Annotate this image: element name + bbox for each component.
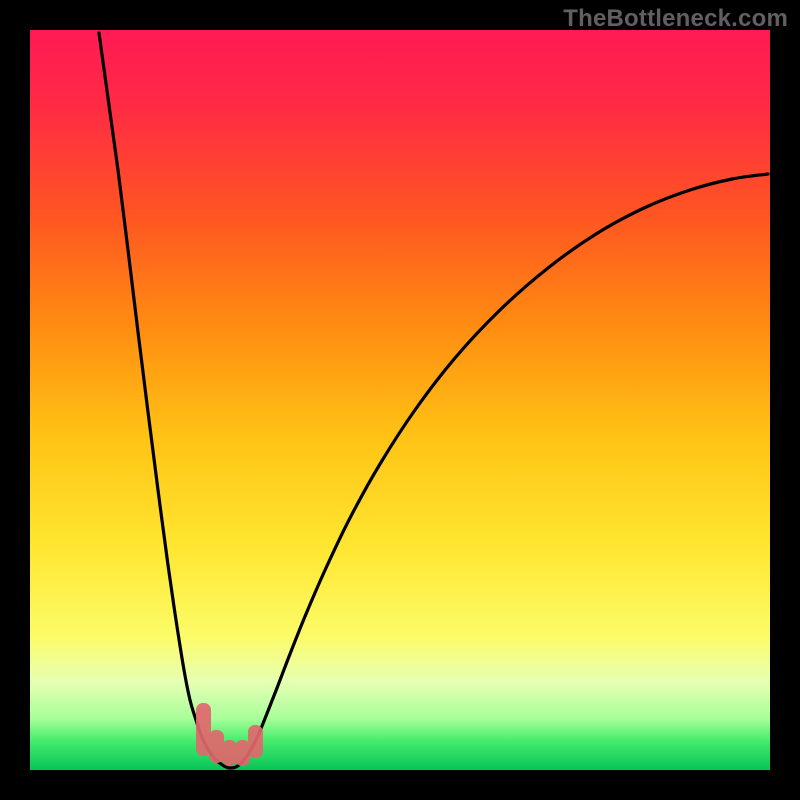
trough-marker-3 <box>235 740 250 766</box>
trough-marker-2 <box>222 740 237 766</box>
trough-marker-4 <box>248 725 263 758</box>
chart-svg <box>0 0 800 800</box>
trough-marker-0 <box>196 703 211 756</box>
trough-marker-1 <box>209 730 224 763</box>
plot-background <box>30 30 770 770</box>
chart-wrap: TheBottleneck.com <box>0 0 800 800</box>
watermark-text: TheBottleneck.com <box>563 5 788 33</box>
